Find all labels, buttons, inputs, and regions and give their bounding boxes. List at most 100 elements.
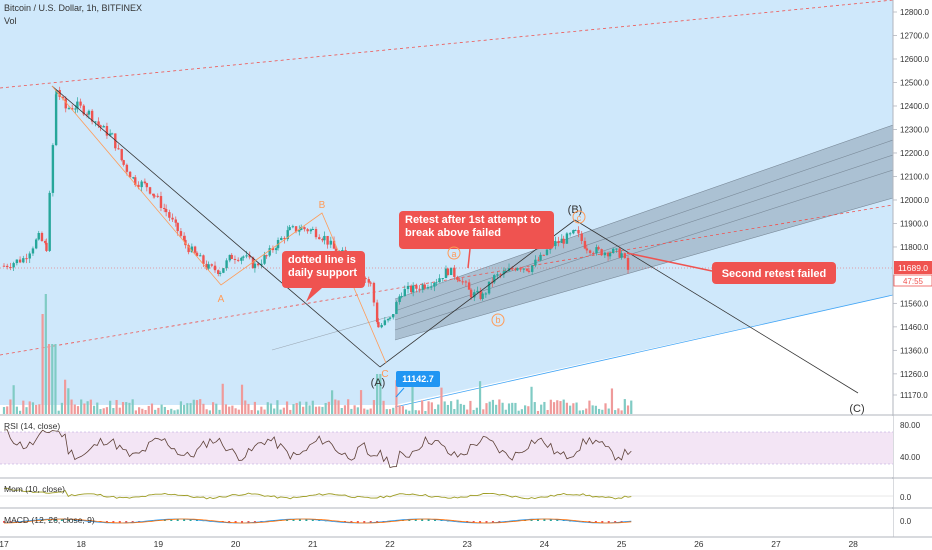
axis-corner [885,538,895,550]
macd-bar [311,519,314,521]
candle-body [600,249,603,256]
volume-bar [234,408,237,414]
candle-body [70,108,74,110]
volume-bar [47,344,51,414]
volume-bar [28,401,31,414]
candle-body [406,285,410,290]
candle-body [620,253,623,258]
volume-bar [38,404,41,414]
macd-bar [298,519,301,521]
mom-pane[interactable] [0,479,893,507]
macd-bar [594,521,597,523]
volume-bar [25,407,28,414]
volume-bar [269,403,273,414]
candle-body [280,237,283,240]
candle-body [51,145,55,193]
channel-extension [271,314,396,351]
candle-body [265,255,268,257]
candle-body [574,230,577,232]
volume-bar [202,403,205,414]
candle-body [592,252,595,254]
volume-bar [575,402,578,414]
macd-bar [434,519,437,521]
volume-bar [128,402,131,414]
candle-body [114,133,117,149]
second-retest-callout[interactable]: Second retest failed [626,252,836,284]
macd-bar [15,521,18,522]
volume-bar [591,405,594,414]
volume-bar [517,410,520,414]
volume-bar [404,409,408,414]
candle-body [102,126,105,128]
volume-bar [115,399,118,414]
volume-label: Vol [4,16,17,26]
wave-label-A: (A) [371,377,386,389]
candle-body [162,207,166,209]
candle-body [134,177,137,185]
volume-bar [556,400,559,414]
macd-bar [60,519,63,521]
candle-body [577,230,580,234]
support-callout[interactable]: dotted line is daily support [282,251,365,302]
volume-bar [282,407,285,414]
volume-bar [610,388,614,414]
macd-label: MACD (12, 26, close, 9) [4,515,95,525]
volume-bar [260,406,263,414]
volume-bar [70,399,73,414]
candle-body [554,240,557,246]
macd-bar [48,519,51,521]
volume-bar [244,400,247,414]
candle-body [467,282,471,290]
macd-bar [170,519,173,521]
candle-body [205,263,208,269]
support-note: dotted line is daily support [288,254,358,279]
x-tick-label: 23 [462,539,472,549]
candle-body [303,227,306,230]
x-tick-label: 28 [848,539,858,549]
candle-body [31,248,35,254]
candle-body [283,237,286,240]
macd-bar [189,519,192,521]
candle-body [90,110,94,122]
price-axis[interactable] [893,0,932,415]
volume-bar [597,408,601,414]
candle-body [18,259,22,263]
candle-body [367,279,370,283]
volume-bar [22,400,25,414]
volume-bar [353,405,356,414]
candle-body [403,289,406,297]
macd-pane[interactable] [0,509,893,537]
macd-bar [112,521,115,523]
macd-bar [176,519,179,521]
candle-body [539,254,542,261]
candle-body [511,268,514,270]
volume-bar [417,410,421,414]
volume-bar [581,410,585,414]
macd-bar [543,519,546,521]
volume-bar [572,403,575,414]
candle-body [332,240,336,249]
candle-body [458,279,461,282]
macd-bar [9,521,12,523]
elliott-wave-line [574,219,859,394]
y-tick-label: 12100.0 [900,172,929,181]
candle-body [171,217,174,220]
candle-body [233,258,237,260]
volume-bar [163,406,166,414]
retest-callout[interactable]: Retest after 1st attempt to break above … [399,211,554,269]
candle-body [527,270,531,272]
volume-bar [340,407,343,414]
macd-bar [485,521,488,523]
volume-bar [41,314,44,414]
sub-wave-c-circle [572,210,586,224]
candle-body [608,253,612,257]
volume-bar [424,410,427,414]
candle-body [288,227,291,231]
volume-bar [273,408,276,414]
second-retest-note: Second retest failed [722,268,827,280]
candle-body [481,293,484,299]
y-tick-label: 11360.0 [900,346,929,355]
candle-body [40,233,44,242]
candle-body [583,240,587,249]
